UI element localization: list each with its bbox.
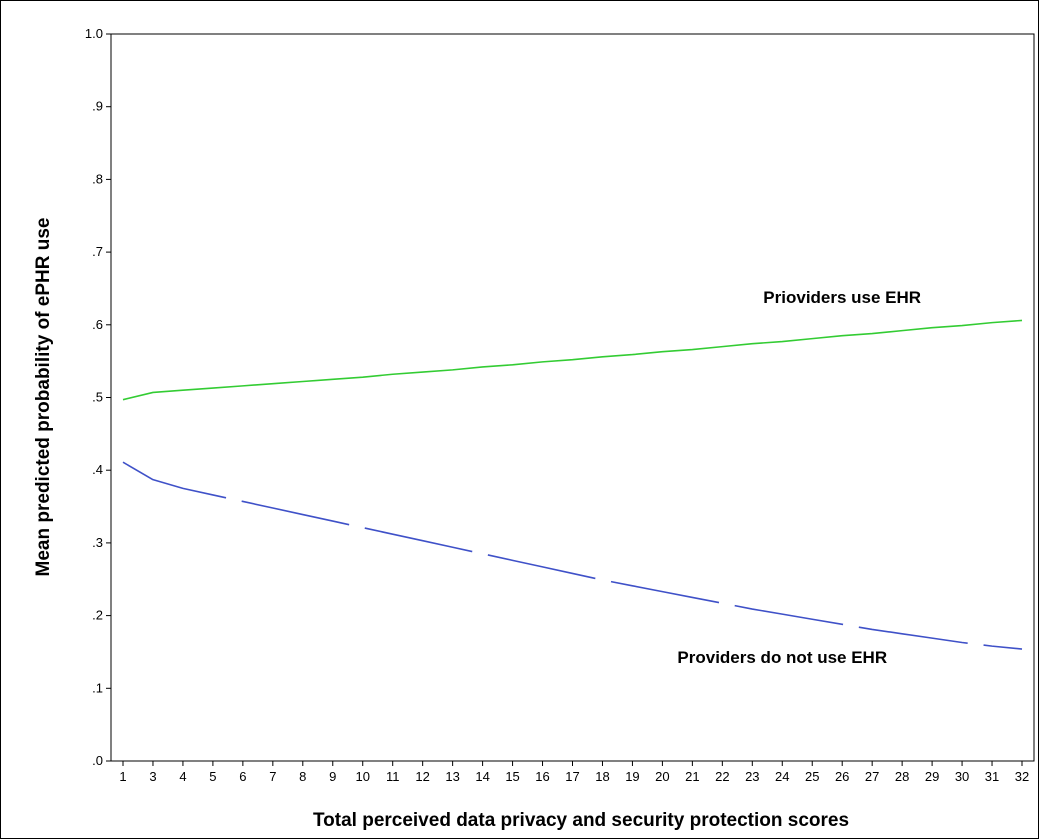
y-tick-label: .8 — [92, 171, 103, 186]
series-1-line — [122, 461, 1023, 650]
x-tick-label: 23 — [745, 769, 759, 784]
x-tick-label: 26 — [835, 769, 849, 784]
x-axis-ticks: 1 3 4 5 6 7 8 9 10 11 12 13 14 15 16 17 18 19 20 21 22 23 24 25… — [119, 761, 1029, 784]
series-layer — [122, 319, 1023, 650]
y-tick-label: .5 — [92, 390, 103, 405]
x-tick-label: 1 — [119, 769, 126, 784]
x-tick-label: 28 — [895, 769, 909, 784]
x-tick-label: 17 — [565, 769, 579, 784]
x-axis-title: Total perceived data privacy and securit… — [313, 810, 849, 831]
y-tick-label: .9 — [92, 99, 103, 114]
x-tick-label: 4 — [179, 769, 186, 784]
y-tick-label: .1 — [92, 680, 103, 695]
x-tick-label: 25 — [805, 769, 819, 784]
x-tick-label: 14 — [475, 769, 489, 784]
y-tick-label: .0 — [92, 753, 103, 768]
x-tick-label: 6 — [239, 769, 246, 784]
series-annotation: Prioviders use EHR — [763, 288, 921, 307]
x-tick-label: 19 — [625, 769, 639, 784]
x-tick-label: 16 — [535, 769, 549, 784]
y-tick-label: .3 — [92, 535, 103, 550]
x-tick-label: 8 — [299, 769, 306, 784]
y-tick-label: .2 — [92, 608, 103, 623]
x-tick-label: 11 — [386, 769, 400, 784]
x-tick-label: 18 — [595, 769, 609, 784]
x-tick-label: 15 — [505, 769, 519, 784]
axes — [110, 33, 1035, 762]
x-tick-label: 24 — [775, 769, 789, 784]
x-tick-label: 7 — [269, 769, 276, 784]
y-tick-label: 1.0 — [85, 26, 103, 41]
x-tick-label: 9 — [329, 769, 336, 784]
x-tick-label: 13 — [445, 769, 459, 784]
x-tick-label: 30 — [955, 769, 969, 784]
x-tick-label: 12 — [415, 769, 429, 784]
y-tick-label: .7 — [92, 244, 103, 259]
x-tick-label: 31 — [985, 769, 999, 784]
series-0-line — [122, 319, 1023, 401]
x-tick-label: 27 — [865, 769, 879, 784]
x-tick-label: 22 — [715, 769, 729, 784]
x-tick-label: 5 — [209, 769, 216, 784]
y-axis-title: Mean predicted probability of ePHR use — [33, 218, 54, 577]
y-tick-label: .6 — [92, 317, 103, 332]
series-annotation: Providers do not use EHR — [677, 648, 887, 667]
x-tick-label: 21 — [685, 769, 699, 784]
annotation-layer: Prioviders use EHR Providers do not use E… — [677, 288, 921, 667]
plot-area-border — [110, 33, 1035, 762]
x-tick-label: 3 — [149, 769, 156, 784]
x-tick-label: 32 — [1015, 769, 1029, 784]
y-axis-ticks: .0 .1 .2 .3 .4 .5 .6 .7 .8 .9 1.0 — [85, 26, 111, 768]
x-tick-label: 20 — [655, 769, 669, 784]
y-tick-label: .4 — [92, 462, 103, 477]
x-tick-label: 29 — [925, 769, 939, 784]
x-tick-label: 10 — [355, 769, 369, 784]
